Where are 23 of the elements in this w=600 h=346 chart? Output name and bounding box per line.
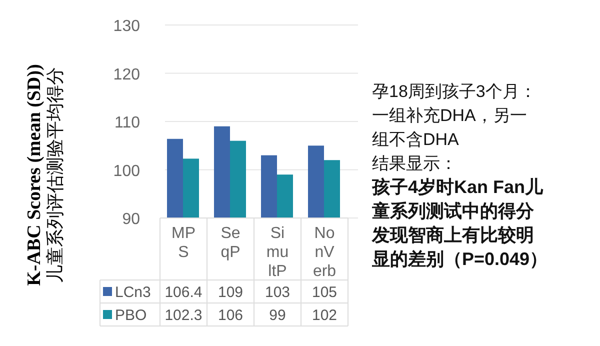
data-label: 106.4	[164, 284, 202, 301]
data-label: 99	[269, 307, 286, 324]
x-tick-label: SeqP	[220, 225, 240, 261]
data-label: 102.3	[164, 307, 202, 324]
x-tick-label: SimultP	[266, 225, 289, 280]
data-label: 105	[312, 284, 338, 301]
data-label: 103	[264, 284, 290, 301]
data-label: 106	[218, 307, 244, 324]
y-tick-label: 130	[113, 18, 140, 35]
legend-label: PBO	[115, 307, 147, 324]
y-axis-title: K-ABC Scores (mean (SD)) 儿童系列评估测验平均得分	[24, 64, 66, 286]
data-label: 109	[218, 284, 244, 301]
legend-label: LCn3	[115, 284, 151, 301]
y-tick-label: 120	[113, 66, 140, 84]
x-tick-label: MPS	[172, 225, 196, 261]
text: 孩子4岁时Kan Fan儿童系列测试中的得分发现智商上有比较明显的差别（P=0.049）	[371, 177, 548, 269]
y-tick-label: 110	[114, 114, 140, 132]
text: 孕18周到孩子3个月：一组补充DHA，另一组不含DHA	[372, 82, 536, 149]
data-label: 102	[312, 307, 338, 324]
x-tick-label: NonVerb	[312, 225, 336, 280]
text: 结果显示：	[372, 154, 457, 173]
y-tick-label: 100	[113, 162, 140, 180]
y-tick-label: 90	[122, 211, 140, 228]
